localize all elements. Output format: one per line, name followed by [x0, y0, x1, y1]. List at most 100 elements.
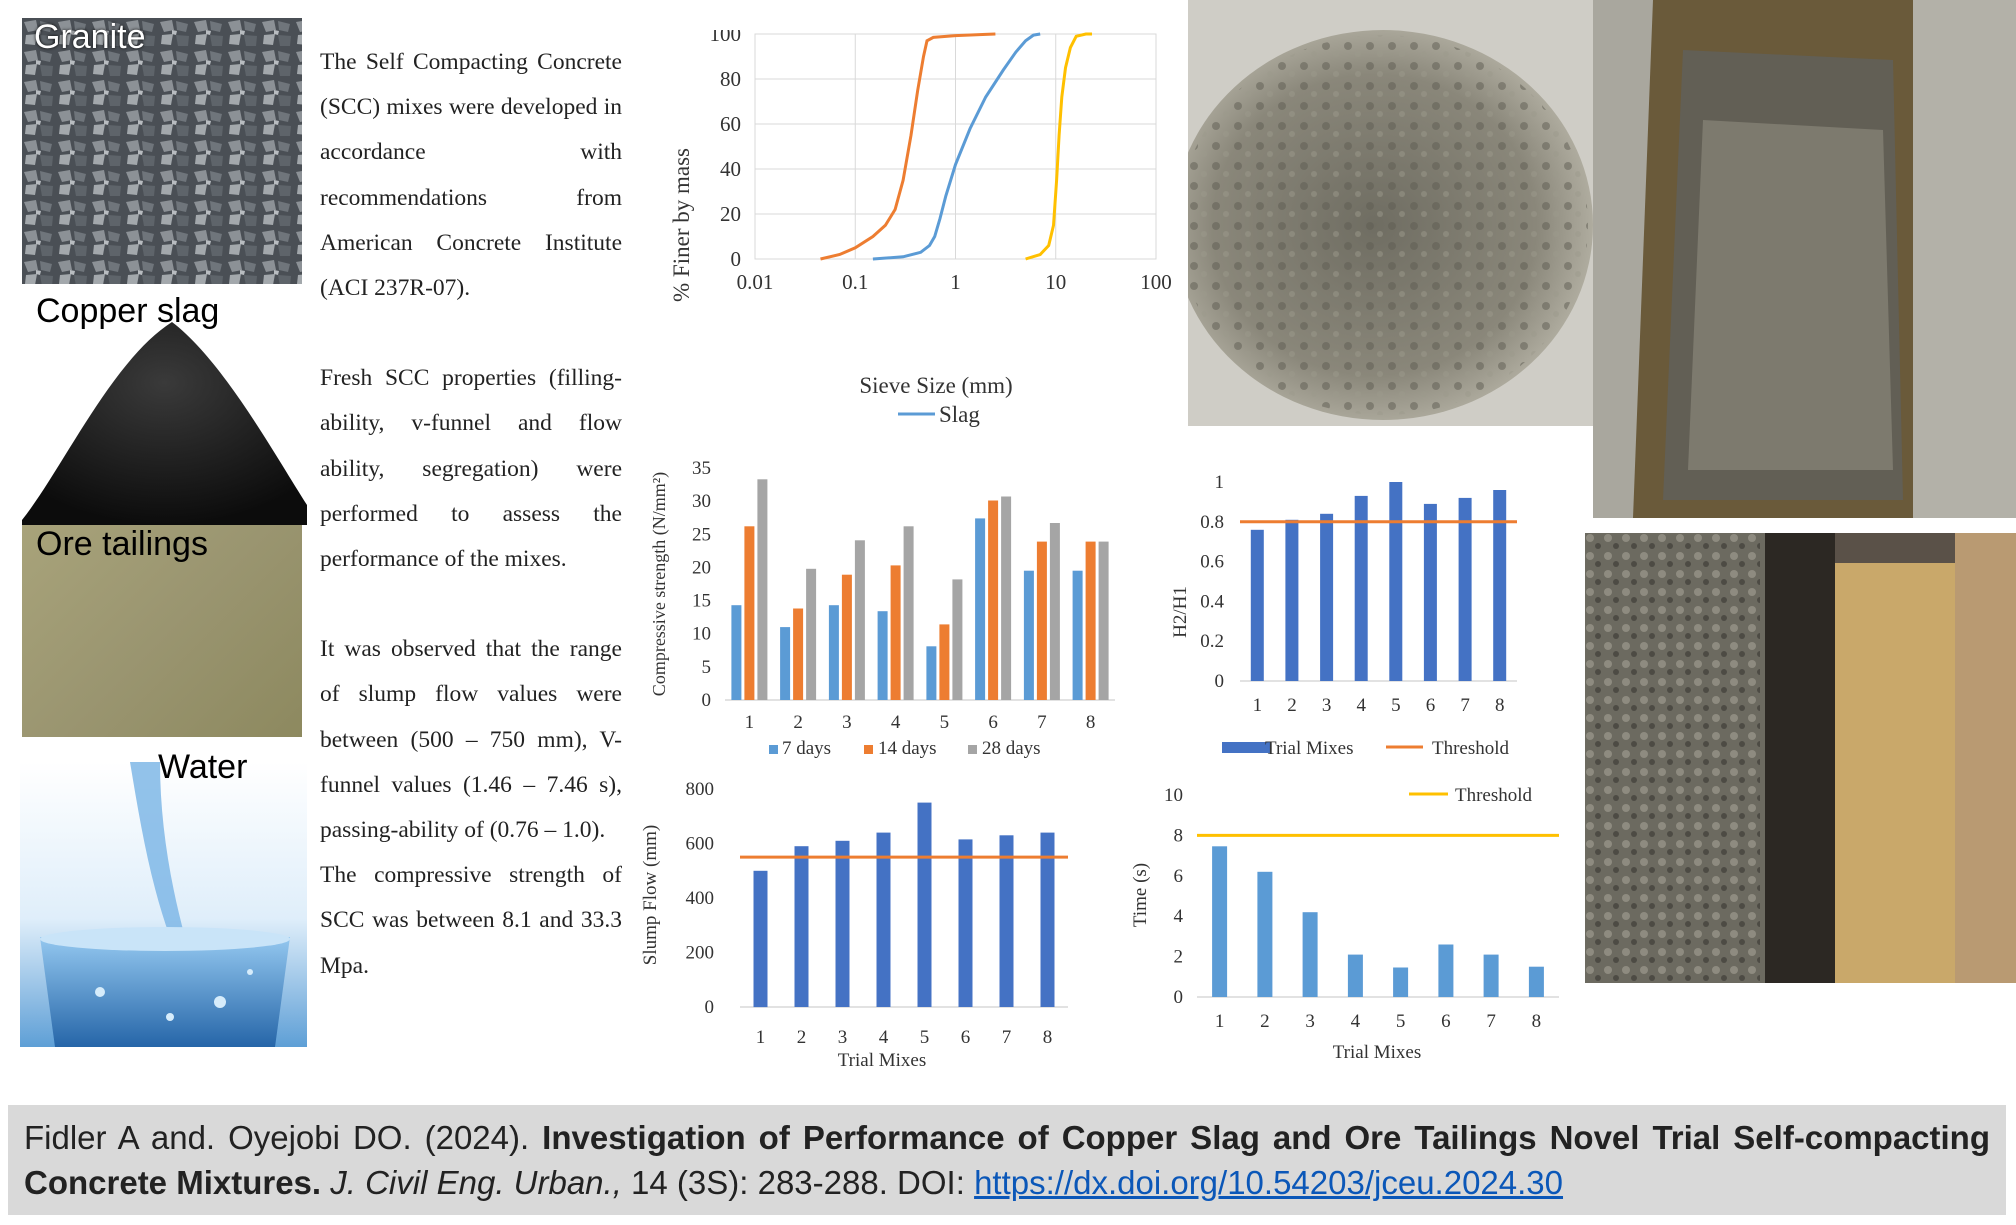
compressive-legend-label-7d: 7 days — [782, 738, 831, 759]
water-image — [20, 762, 307, 1047]
body-paragraph-3: It was observed that the range of slump … — [320, 636, 622, 844]
vfunnel-ytick-label: 6 — [1174, 866, 1184, 887]
compressive-bar-14-days — [939, 624, 950, 700]
compressive-bar-7-days — [975, 518, 986, 700]
body-paragraph-2: Fresh SCC properties (filling-ability, v… — [320, 365, 622, 573]
granite-label: Granite — [34, 18, 146, 56]
sieve-ytick-label: 20 — [720, 202, 741, 226]
sieve-ytick-label: 80 — [720, 67, 741, 91]
slump-bar-trial-mixes — [958, 839, 973, 1007]
slump-bar-trial-mixes — [917, 802, 932, 1007]
vfunnel-ytick-label: 4 — [1174, 906, 1184, 927]
copper-slag-image — [22, 300, 307, 525]
compressive-legend-label-14d: 14 days — [878, 738, 937, 759]
passing-ytick-label: 0.4 — [1200, 591, 1224, 612]
compressive-bar-28-days — [903, 526, 914, 700]
sieve-ylabel: % Finer by mass — [669, 148, 694, 302]
passing-legend-label-threshold: Threshold — [1432, 738, 1510, 759]
compressive-bar-14-days — [988, 500, 999, 700]
sieve-xtick-label: 10 — [1045, 270, 1066, 294]
ore-tailings-label: Ore tailings — [36, 525, 208, 563]
slump-bar-trial-mixes — [999, 835, 1014, 1007]
passing-xtick-label: 8 — [1495, 695, 1505, 716]
sieve-xtick-label: 0.01 — [737, 270, 774, 294]
vfunnel-ylabel: Time (s) — [1130, 863, 1151, 927]
slump-ytick-label: 800 — [686, 779, 715, 800]
slump-bar-trial-mixes — [794, 846, 809, 1007]
compressive-bar-28-days — [757, 479, 768, 700]
passing-bar-trial-mixes — [1285, 519, 1299, 681]
citation-authors: Fidler A and. Oyejobi DO. (2024). — [24, 1119, 530, 1156]
passing-bar-trial-mixes — [1423, 503, 1437, 681]
compressive-strength-chart: 0 5 10 15 20 25 30 35 1 2 3 4 5 6 7 8 Compressive stren… — [649, 458, 1115, 759]
vfunnel-xtick-label: 2 — [1260, 1011, 1270, 1032]
slump-bar-trial-mixes — [835, 840, 850, 1007]
compressive-ylabel: Compressive strength (N/mm²) — [649, 472, 670, 696]
citation-title: Investigation of Performance of Copper S… — [24, 1119, 1990, 1201]
compressive-bar-14-days — [744, 526, 755, 700]
slump-flow-chart: 0 200 400 600 800 1 2 3 4 5 6 7 8 Trial Mixes Slump … — [640, 779, 1068, 1070]
passing-bar-trial-mixes — [1354, 495, 1368, 681]
vfunnel-xlabel: Trial Mixes — [1333, 1042, 1422, 1063]
compressive-xtick-label: 8 — [1086, 712, 1096, 733]
vfunnel-bar-trial-mixes — [1302, 912, 1318, 997]
compressive-bar-28-days — [952, 579, 963, 700]
sieve-series-lines — [820, 32, 1092, 261]
vfunnel-bar-trial-mixes — [1393, 967, 1409, 997]
compressive-legend-label-28d: 28 days — [982, 738, 1041, 759]
slump-xlabel: Trial Mixes — [838, 1050, 927, 1070]
passing-ylabel: H2/H1 — [1170, 586, 1191, 638]
passing-bar-trial-mixes — [1389, 482, 1403, 681]
slump-tick-labels: 0 200 400 600 800 1 2 3 4 5 6 7 8 — [686, 779, 1053, 1048]
vfunnel-legend: Threshold — [1409, 785, 1533, 806]
sieve-analysis-chart: 0 20 40 60 80 100 0.01 0.1 1 10 100 Sieve Size (mm… — [669, 30, 1172, 427]
slump-ytick-label: 400 — [686, 888, 715, 909]
passing-bar-trial-mixes — [1493, 490, 1507, 681]
compressive-bar-7-days — [1023, 570, 1034, 700]
compressive-ytick-label: 10 — [692, 624, 711, 645]
slump-xtick-label: 3 — [838, 1027, 848, 1048]
slump-ytick-label: 0 — [705, 997, 715, 1018]
slump-bars — [740, 802, 1068, 1008]
compressive-ytick-label: 20 — [692, 557, 711, 578]
citation-doi-link[interactable]: https://dx.doi.org/10.54203/jceu.2024.30 — [974, 1164, 1564, 1201]
slump-bar-trial-mixes — [876, 832, 891, 1007]
passing-xtick-label: 6 — [1426, 695, 1436, 716]
vfunnel-bar-trial-mixes — [1257, 871, 1273, 997]
compressive-bar-28-days — [806, 568, 817, 700]
passing-xtick-label: 7 — [1460, 695, 1470, 716]
passing-ytick-label: 0.6 — [1200, 552, 1224, 573]
vfunnel-ytick-label: 8 — [1174, 825, 1184, 846]
vfunnel-xtick-label: 4 — [1351, 1011, 1361, 1032]
passing-ytick-label: 0.2 — [1200, 631, 1224, 652]
slump-xtick-label: 7 — [1002, 1027, 1012, 1048]
vfunnel-ytick-label: 10 — [1164, 785, 1183, 806]
compressive-ytick-label: 25 — [692, 524, 711, 545]
water-photo — [20, 762, 307, 1047]
passing-xtick-label: 5 — [1391, 695, 1401, 716]
passing-ytick-label: 0.8 — [1200, 512, 1224, 533]
water-label: Water — [158, 748, 248, 786]
compressive-bar-14-days — [890, 565, 901, 700]
compressive-xtick-label: 7 — [1037, 712, 1047, 733]
passing-ability-chart: 0 0.2 0.4 0.6 0.8 1 1 2 3 4 5 6 7 8 H2/H1 Trial Mixes… — [1170, 472, 1517, 759]
citation-volume: 14 (3S): 283-288. DOI: — [631, 1164, 965, 1201]
v-funnel-photo — [1585, 533, 2016, 983]
body-paragraph-4: The compressive strength of SCC was betw… — [320, 862, 622, 979]
ore-tailings-photo — [22, 525, 302, 737]
compressive-ytick-label: 15 — [692, 591, 711, 612]
compressive-bar-28-days — [1001, 496, 1012, 700]
compressive-xtick-label: 3 — [842, 712, 852, 733]
passing-legend-swatch-trial — [1222, 742, 1270, 753]
compressive-bar-7-days — [1072, 570, 1083, 700]
slump-ytick-label: 600 — [686, 834, 715, 855]
compressive-legend-swatch-7d — [769, 745, 778, 754]
compressive-xtick-label: 1 — [745, 712, 755, 733]
citation-journal: J. Civil Eng. Urban., — [330, 1164, 622, 1201]
body-text: The Self Compacting Concrete (SCC) mixes… — [320, 40, 622, 989]
slump-flow-image — [1188, 0, 1593, 426]
passing-bar-trial-mixes — [1250, 529, 1264, 681]
slump-xtick-label: 6 — [961, 1027, 971, 1048]
